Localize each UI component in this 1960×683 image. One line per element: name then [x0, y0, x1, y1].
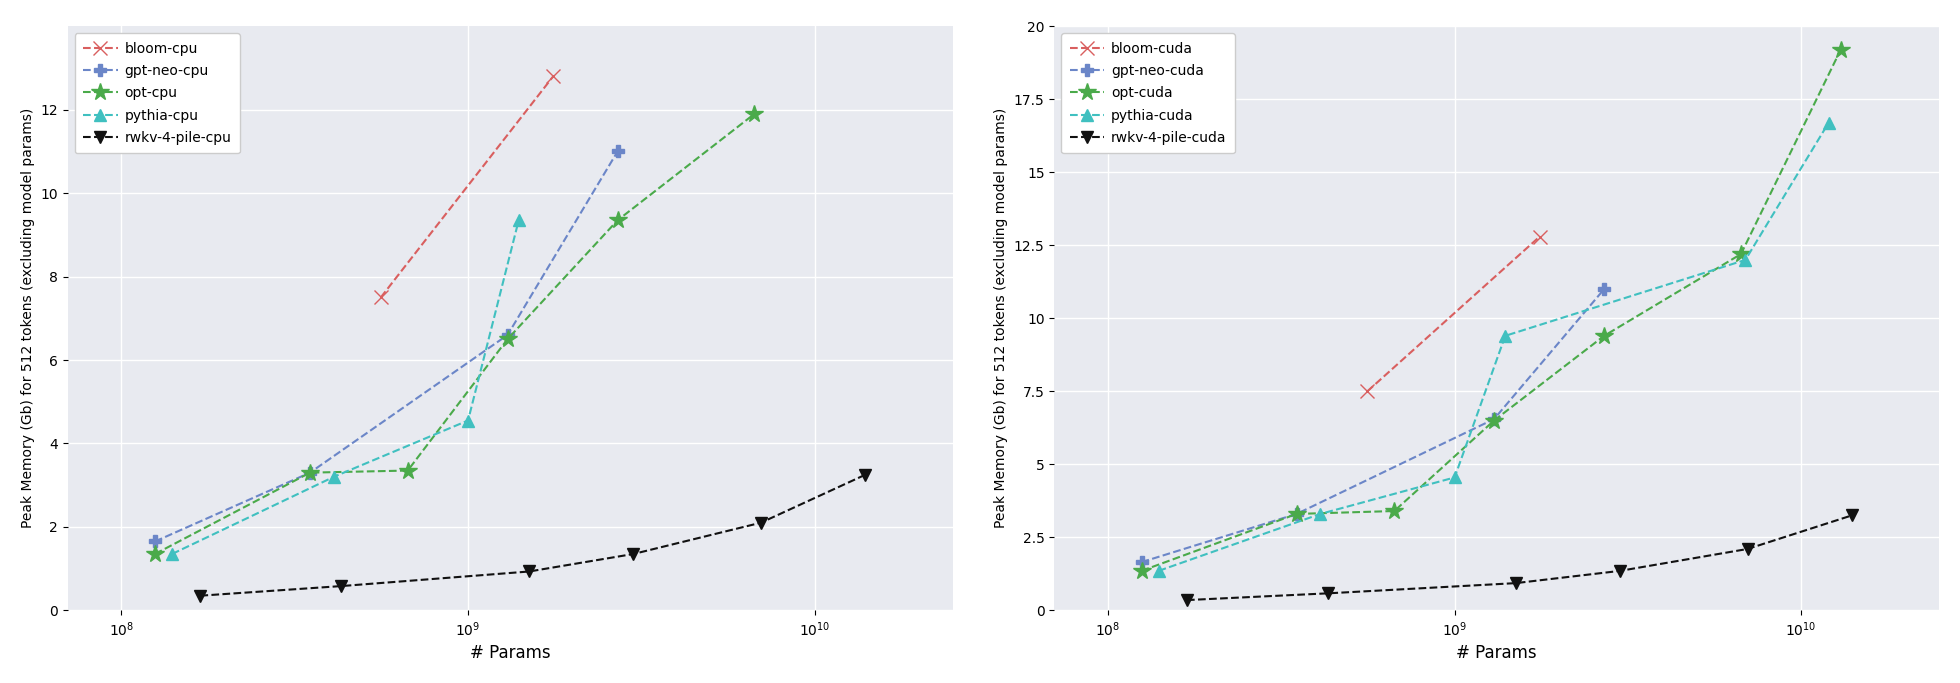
rwkv-4-pile-cuda — [1840, 512, 1864, 520]
pythia-cuda — [1494, 332, 1517, 340]
rwkv-4-pile-cuda — [1737, 545, 1760, 553]
rwkv-4-pile-cpu — [749, 518, 772, 527]
gpt-neo-cuda — [1482, 415, 1505, 423]
gpt-neo-cuda — [1129, 558, 1152, 566]
Line: gpt-neo-cuda: gpt-neo-cuda — [1135, 283, 1611, 568]
rwkv-4-pile-cpu — [853, 471, 876, 479]
opt-cuda — [1482, 417, 1505, 425]
Line: pythia-cpu: pythia-cpu — [167, 214, 525, 560]
gpt-neo-cpu — [606, 148, 629, 156]
gpt-neo-cpu — [496, 331, 519, 339]
bloom-cpu — [541, 72, 564, 81]
Line: bloom-cuda: bloom-cuda — [1360, 229, 1546, 398]
gpt-neo-cuda — [1592, 285, 1615, 293]
pythia-cuda — [1147, 567, 1170, 575]
pythia-cuda — [1733, 256, 1756, 264]
opt-cpu — [606, 217, 629, 225]
opt-cuda — [1829, 46, 1852, 54]
X-axis label: # Params: # Params — [1456, 644, 1537, 662]
opt-cpu — [298, 469, 321, 477]
Line: pythia-cuda: pythia-cuda — [1152, 116, 1835, 577]
rwkv-4-pile-cpu — [188, 591, 212, 600]
pythia-cpu — [321, 473, 345, 481]
bloom-cuda — [1356, 387, 1380, 395]
opt-cuda — [1382, 507, 1405, 515]
Y-axis label: Peak Memory (Gb) for 512 tokens (excluding model params): Peak Memory (Gb) for 512 tokens (excludi… — [994, 108, 1007, 529]
bloom-cuda — [1529, 232, 1552, 240]
bloom-cpu — [368, 294, 392, 302]
opt-cuda — [1286, 510, 1309, 518]
pythia-cpu — [508, 217, 531, 225]
opt-cpu — [743, 110, 766, 118]
Line: gpt-neo-cpu: gpt-neo-cpu — [149, 145, 623, 548]
Line: opt-cuda: opt-cuda — [1133, 41, 1850, 580]
opt-cpu — [496, 335, 519, 344]
rwkv-4-pile-cuda — [1176, 596, 1200, 604]
gpt-neo-cpu — [143, 538, 167, 546]
Line: bloom-cpu: bloom-cpu — [374, 70, 561, 305]
opt-cpu — [143, 550, 167, 558]
pythia-cuda — [1817, 119, 1840, 127]
Legend: bloom-cuda, gpt-neo-cuda, opt-cuda, pythia-cuda, rwkv-4-pile-cuda: bloom-cuda, gpt-neo-cuda, opt-cuda, pyth… — [1060, 33, 1235, 153]
rwkv-4-pile-cpu — [329, 582, 353, 590]
Y-axis label: Peak Memory (Gb) for 512 tokens (excluding model params): Peak Memory (Gb) for 512 tokens (excludi… — [22, 108, 35, 529]
gpt-neo-cuda — [1286, 510, 1309, 518]
Line: rwkv-4-pile-cuda: rwkv-4-pile-cuda — [1180, 509, 1858, 607]
opt-cuda — [1592, 332, 1615, 340]
Legend: bloom-cpu, gpt-neo-cpu, opt-cpu, pythia-cpu, rwkv-4-pile-cpu: bloom-cpu, gpt-neo-cpu, opt-cpu, pythia-… — [74, 33, 239, 153]
rwkv-4-pile-cuda — [1503, 579, 1527, 587]
pythia-cuda — [1443, 473, 1466, 482]
pythia-cpu — [161, 550, 184, 558]
rwkv-4-pile-cuda — [1609, 567, 1633, 575]
gpt-neo-cpu — [298, 469, 321, 477]
opt-cuda — [1129, 567, 1152, 575]
opt-cuda — [1729, 250, 1752, 258]
opt-cpu — [396, 466, 419, 475]
pythia-cuda — [1309, 510, 1333, 518]
Line: opt-cpu: opt-cpu — [145, 105, 762, 563]
rwkv-4-pile-cpu — [517, 568, 541, 576]
X-axis label: # Params: # Params — [470, 644, 551, 662]
rwkv-4-pile-cpu — [621, 550, 645, 558]
pythia-cpu — [457, 417, 480, 425]
rwkv-4-pile-cuda — [1315, 589, 1339, 598]
Line: rwkv-4-pile-cpu: rwkv-4-pile-cpu — [194, 469, 872, 602]
